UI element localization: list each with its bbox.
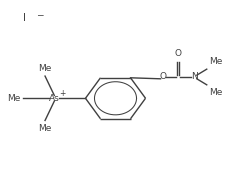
Text: −: − xyxy=(36,10,43,19)
Text: Me: Me xyxy=(7,94,21,103)
Text: Me: Me xyxy=(209,88,222,96)
Text: Me: Me xyxy=(209,58,222,66)
Text: Me: Me xyxy=(38,124,52,133)
Text: I: I xyxy=(23,13,26,23)
Text: O: O xyxy=(174,49,181,58)
Text: O: O xyxy=(159,72,166,82)
Text: +: + xyxy=(59,89,65,98)
Text: As: As xyxy=(49,94,60,103)
Text: Me: Me xyxy=(38,64,52,73)
Text: N: N xyxy=(191,72,198,82)
